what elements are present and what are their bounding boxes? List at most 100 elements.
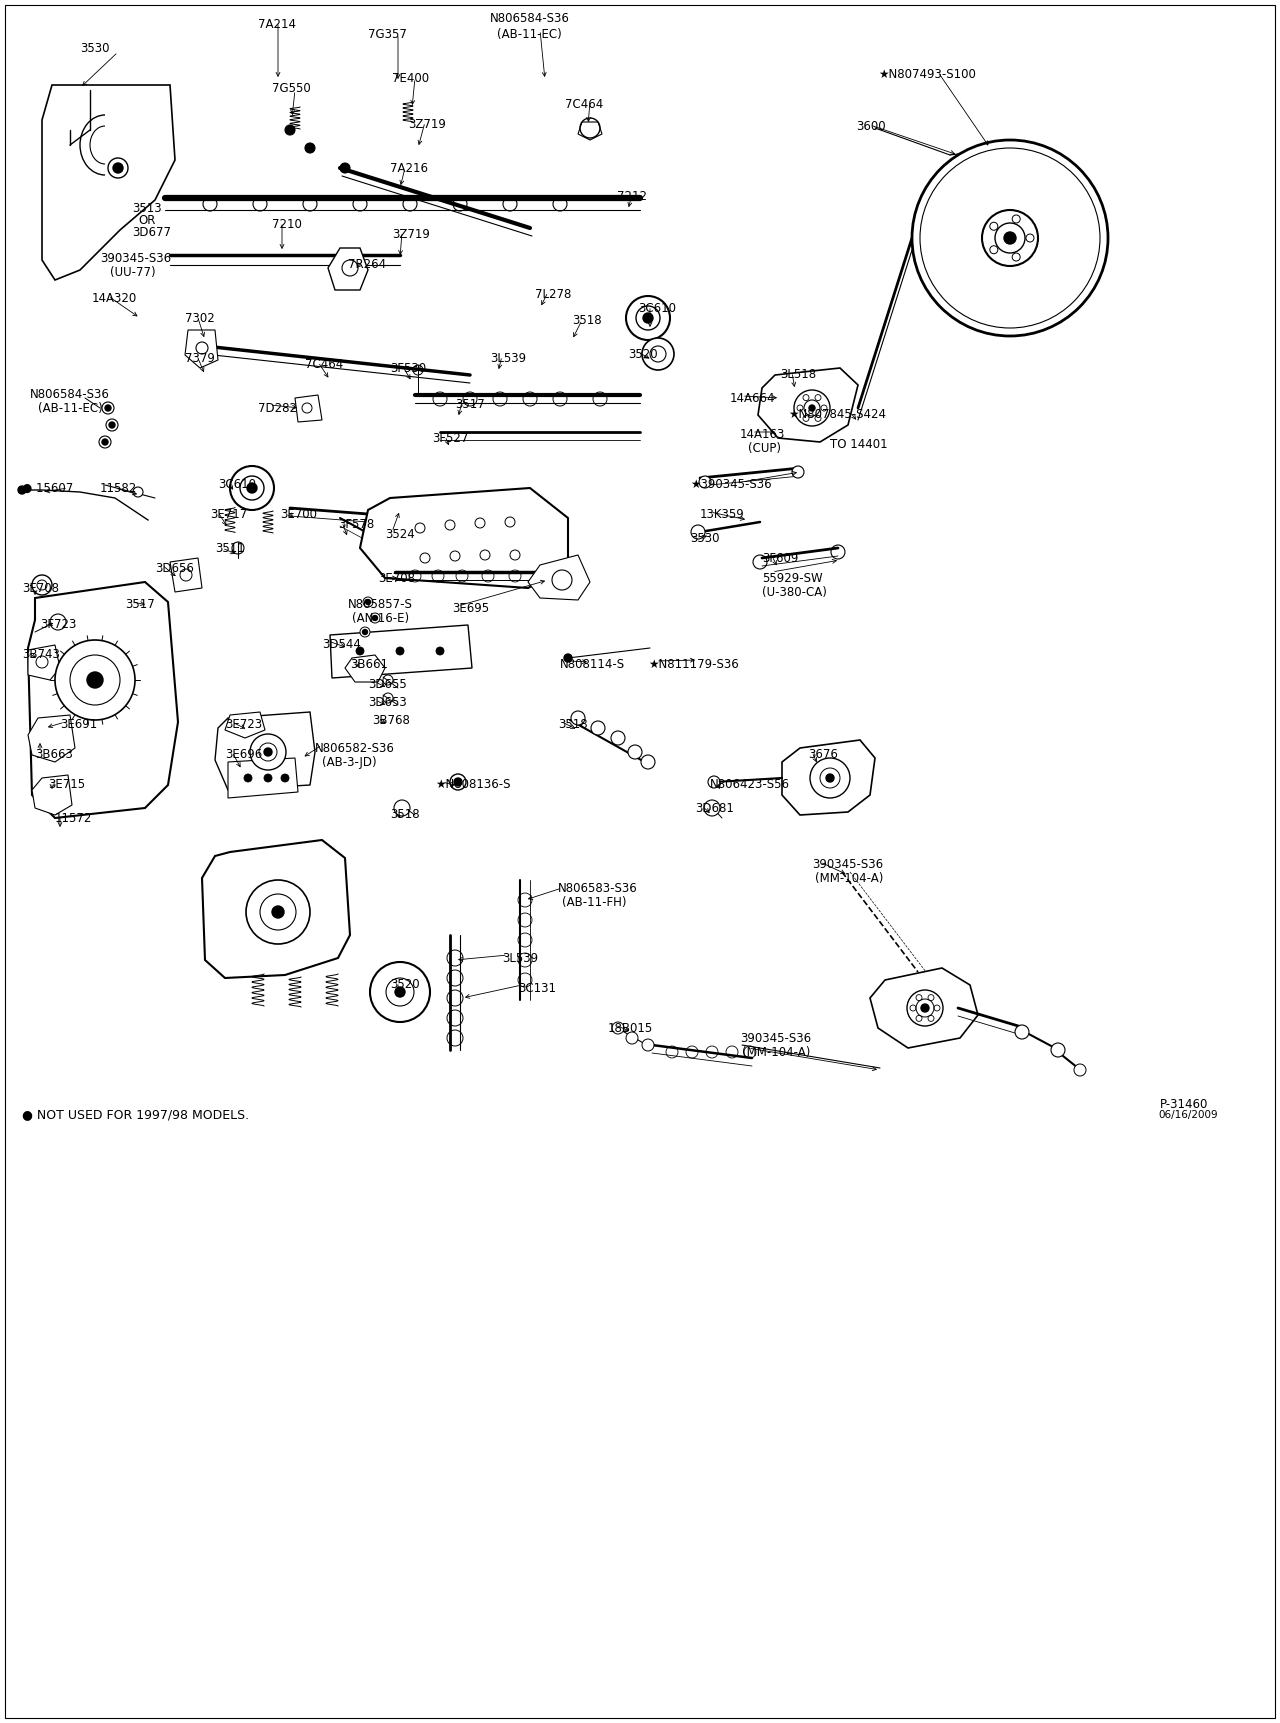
Text: 3600: 3600: [856, 121, 886, 133]
Text: 3520: 3520: [628, 348, 658, 362]
Circle shape: [506, 517, 515, 527]
Circle shape: [809, 405, 815, 412]
Text: ★N808136-S: ★N808136-S: [435, 779, 511, 791]
Circle shape: [133, 488, 143, 496]
Text: 3E700: 3E700: [280, 508, 317, 520]
Text: 3520: 3520: [390, 979, 420, 991]
Text: 7L278: 7L278: [535, 288, 571, 302]
Text: 3511: 3511: [215, 543, 244, 555]
Circle shape: [285, 126, 294, 134]
Circle shape: [636, 307, 660, 331]
Circle shape: [356, 648, 364, 655]
Text: 3E708: 3E708: [22, 582, 59, 594]
Text: 3518: 3518: [558, 718, 588, 731]
Circle shape: [1051, 1042, 1065, 1056]
Text: 3C610: 3C610: [218, 477, 256, 491]
Text: 3L518: 3L518: [780, 369, 817, 381]
Polygon shape: [28, 582, 178, 818]
Circle shape: [246, 880, 310, 944]
Text: 7D282: 7D282: [259, 401, 297, 415]
Text: 3D653: 3D653: [369, 696, 407, 708]
Text: 3E695: 3E695: [452, 601, 489, 615]
Circle shape: [282, 774, 289, 782]
Circle shape: [612, 1022, 625, 1034]
Circle shape: [105, 405, 111, 412]
Polygon shape: [28, 715, 76, 762]
Circle shape: [18, 486, 26, 495]
Text: (AB-3-JD): (AB-3-JD): [323, 756, 376, 768]
Circle shape: [260, 894, 296, 930]
Circle shape: [396, 987, 404, 998]
Text: (AB-11-EC): (AB-11-EC): [497, 28, 562, 41]
Polygon shape: [529, 555, 590, 600]
Text: (AN-16-E): (AN-16-E): [352, 612, 410, 625]
Text: 3513: 3513: [132, 202, 161, 215]
Text: N806582-S36: N806582-S36: [315, 743, 394, 755]
Text: 3B768: 3B768: [372, 713, 410, 727]
Text: 11582: 11582: [100, 482, 137, 495]
Circle shape: [591, 720, 605, 736]
Text: 3D677: 3D677: [132, 226, 172, 239]
Circle shape: [445, 520, 454, 531]
Text: 18B015: 18B015: [608, 1022, 653, 1036]
Circle shape: [704, 799, 719, 817]
Text: N806584-S36: N806584-S36: [29, 388, 110, 401]
Text: 3517: 3517: [454, 398, 485, 412]
Text: 3530: 3530: [690, 532, 719, 544]
Circle shape: [364, 596, 372, 606]
Text: 7G357: 7G357: [369, 28, 407, 41]
Text: 14A664: 14A664: [730, 393, 776, 405]
Circle shape: [394, 799, 410, 817]
Polygon shape: [225, 712, 265, 737]
Circle shape: [643, 338, 675, 370]
Polygon shape: [758, 369, 858, 443]
Circle shape: [366, 600, 370, 605]
Text: (MM-104-A): (MM-104-A): [815, 872, 883, 886]
Text: (UU-77): (UU-77): [110, 265, 156, 279]
Text: (AB-11-FH): (AB-11-FH): [562, 896, 626, 910]
Text: N808114-S: N808114-S: [561, 658, 625, 670]
Circle shape: [108, 159, 128, 177]
Circle shape: [305, 143, 315, 153]
Circle shape: [113, 164, 123, 172]
Circle shape: [628, 744, 643, 760]
Circle shape: [362, 629, 367, 634]
Text: 3L539: 3L539: [502, 953, 538, 965]
Polygon shape: [186, 331, 218, 369]
Text: 14A163: 14A163: [740, 427, 786, 441]
Text: P-31460: P-31460: [1160, 1098, 1208, 1111]
Text: (AB-11-EC): (AB-11-EC): [38, 401, 102, 415]
Text: 3C610: 3C610: [637, 302, 676, 315]
Circle shape: [908, 991, 943, 1025]
Circle shape: [451, 551, 460, 562]
Circle shape: [641, 755, 655, 768]
Circle shape: [626, 1032, 637, 1044]
Circle shape: [810, 758, 850, 798]
Circle shape: [699, 476, 710, 488]
Text: 3E708: 3E708: [378, 572, 415, 586]
Polygon shape: [782, 739, 876, 815]
Text: 3D544: 3D544: [323, 638, 361, 651]
Circle shape: [792, 465, 804, 477]
Text: 3D681: 3D681: [695, 801, 733, 815]
Text: (U-380-CA): (U-380-CA): [762, 586, 827, 600]
Text: 390345-S36: 390345-S36: [100, 252, 172, 265]
Text: 7G550: 7G550: [273, 83, 311, 95]
Polygon shape: [330, 625, 472, 677]
Text: TO 14401: TO 14401: [829, 438, 887, 451]
Circle shape: [244, 774, 252, 782]
Circle shape: [643, 1039, 654, 1051]
Polygon shape: [328, 248, 369, 289]
Text: N806423-S56: N806423-S56: [710, 779, 790, 791]
Text: ● 15607: ● 15607: [22, 482, 73, 495]
Polygon shape: [346, 655, 385, 682]
Circle shape: [106, 419, 118, 431]
Text: 3F609: 3F609: [762, 551, 799, 565]
Polygon shape: [42, 84, 175, 281]
Circle shape: [1074, 1065, 1085, 1075]
Polygon shape: [360, 488, 568, 588]
Text: 3517: 3517: [125, 598, 155, 612]
Circle shape: [109, 422, 115, 427]
Text: ★N811179-S36: ★N811179-S36: [648, 658, 739, 670]
Polygon shape: [870, 968, 978, 1048]
